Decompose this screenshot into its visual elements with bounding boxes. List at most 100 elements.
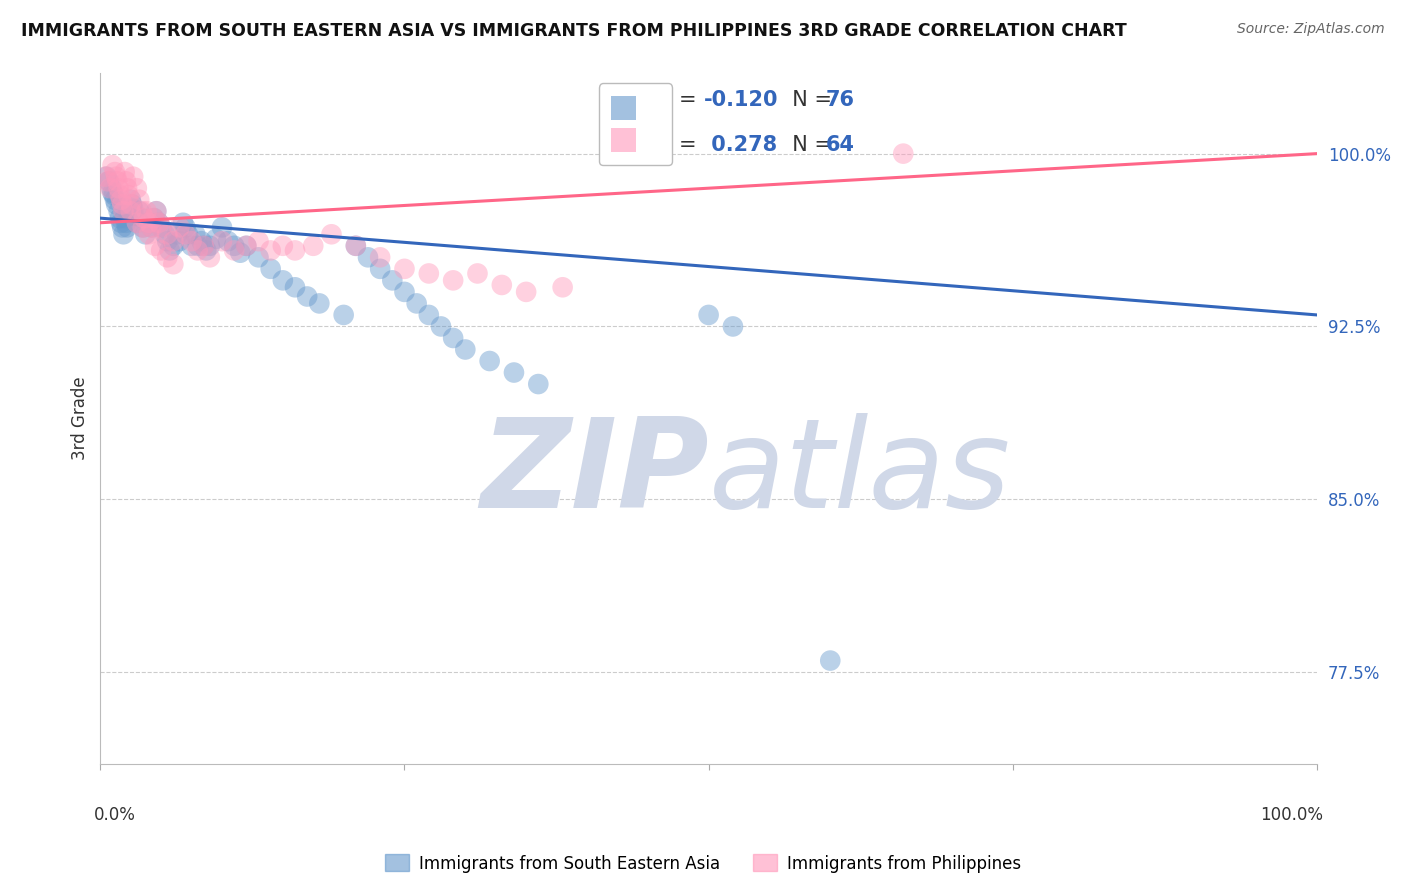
Point <box>198 250 221 264</box>
Point <box>271 239 294 253</box>
Point <box>134 227 156 242</box>
Point <box>97 174 120 188</box>
Point <box>115 216 138 230</box>
Text: 0.278: 0.278 <box>704 135 778 155</box>
Y-axis label: 3rd Grade: 3rd Grade <box>72 376 89 460</box>
Point <box>110 193 132 207</box>
Point <box>159 244 181 258</box>
Point <box>124 209 146 223</box>
Point <box>180 234 202 248</box>
Point <box>122 202 145 216</box>
Point <box>295 289 318 303</box>
Point <box>120 204 142 219</box>
Point <box>491 277 513 292</box>
Point <box>101 158 124 172</box>
Point <box>368 250 391 264</box>
Point <box>180 239 202 253</box>
Point <box>134 211 156 226</box>
Point <box>271 273 294 287</box>
Point <box>112 204 135 219</box>
Point <box>117 188 139 202</box>
Point <box>169 234 191 248</box>
Point <box>478 354 501 368</box>
Point <box>132 220 155 235</box>
Point <box>193 239 215 253</box>
Point <box>551 280 574 294</box>
Text: 64: 64 <box>825 135 855 155</box>
Point <box>103 188 125 202</box>
Point <box>441 273 464 287</box>
Point <box>96 169 118 184</box>
Point <box>260 244 283 258</box>
Point <box>193 239 215 253</box>
Point <box>190 234 212 248</box>
Text: N =: N = <box>779 135 839 155</box>
Point <box>156 234 179 248</box>
Point <box>418 308 440 322</box>
Point <box>138 227 160 242</box>
Point <box>394 285 416 299</box>
Point <box>125 216 148 230</box>
Point <box>394 261 416 276</box>
Point <box>132 220 155 235</box>
Point <box>527 377 550 392</box>
Point <box>145 204 167 219</box>
Point <box>105 169 128 184</box>
Point <box>205 232 228 246</box>
Point <box>187 244 209 258</box>
Point <box>108 211 131 226</box>
Point <box>503 366 526 380</box>
Point <box>332 308 354 322</box>
Point <box>302 239 325 253</box>
Point <box>114 165 136 179</box>
Point <box>141 220 163 235</box>
Point <box>122 169 145 184</box>
Point <box>162 234 184 248</box>
Point <box>111 220 134 235</box>
Point <box>131 204 153 219</box>
Point <box>131 211 153 226</box>
Point <box>308 296 330 310</box>
Point <box>107 181 129 195</box>
Point <box>98 181 121 195</box>
Point <box>125 216 148 230</box>
Point <box>187 239 209 253</box>
Text: 76: 76 <box>825 90 855 110</box>
Point <box>284 244 307 258</box>
Point <box>141 220 163 235</box>
Point <box>284 280 307 294</box>
Point <box>344 239 367 253</box>
Point <box>172 216 194 230</box>
Point <box>162 239 184 253</box>
Point <box>120 197 142 211</box>
Point <box>135 204 157 219</box>
Point <box>125 181 148 195</box>
Point <box>184 227 207 242</box>
Point <box>169 220 191 235</box>
Legend: Immigrants from South Eastern Asia, Immigrants from Philippines: Immigrants from South Eastern Asia, Immi… <box>378 847 1028 880</box>
Point <box>344 239 367 253</box>
Legend:   ,   : , <box>599 83 672 165</box>
Point <box>145 204 167 219</box>
Point <box>142 211 165 226</box>
Point <box>156 250 179 264</box>
Text: IMMIGRANTS FROM SOUTH EASTERN ASIA VS IMMIGRANTS FROM PHILIPPINES 3RD GRADE CORR: IMMIGRANTS FROM SOUTH EASTERN ASIA VS IM… <box>21 22 1126 40</box>
Text: R =: R = <box>658 90 703 110</box>
Point <box>174 220 197 235</box>
Point <box>107 204 129 219</box>
Point <box>117 204 139 219</box>
Text: R =: R = <box>658 135 703 155</box>
Point <box>247 250 270 264</box>
Point <box>101 186 124 200</box>
Point <box>128 193 150 207</box>
Point <box>891 146 914 161</box>
Text: N =: N = <box>779 90 839 110</box>
Text: 100.0%: 100.0% <box>1260 805 1323 823</box>
Point <box>150 220 173 235</box>
Point <box>247 234 270 248</box>
Point <box>115 181 138 195</box>
Point <box>128 204 150 219</box>
Point <box>381 273 404 287</box>
Point <box>224 239 246 253</box>
Point <box>235 239 257 253</box>
